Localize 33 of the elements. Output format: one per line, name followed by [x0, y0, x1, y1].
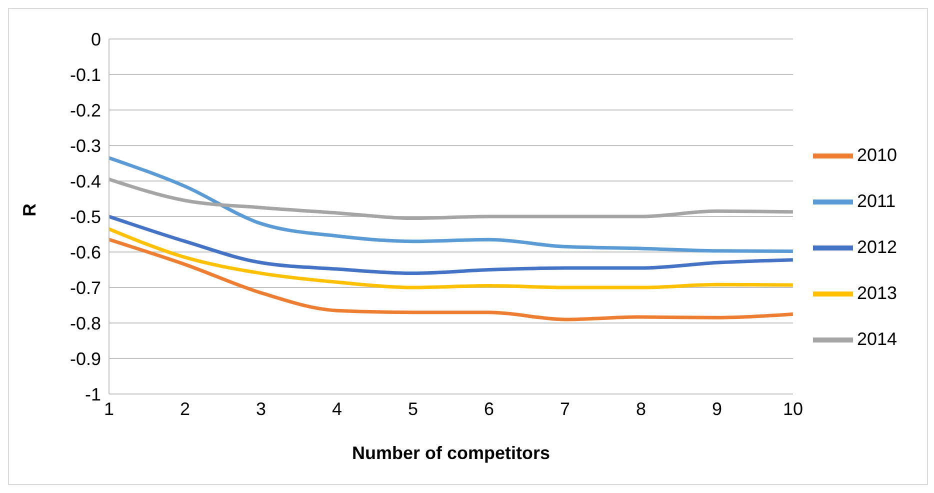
- x-tick-label: 7: [560, 398, 570, 419]
- legend-label: 2012: [856, 236, 897, 256]
- x-tick-label: 9: [712, 398, 722, 419]
- x-tick-label: 1: [104, 398, 114, 419]
- x-tick-label: 2: [180, 398, 190, 419]
- y-tick-label: -0.5: [70, 206, 101, 227]
- legend-label: 2010: [856, 144, 897, 164]
- legend-label: 2014: [856, 328, 897, 348]
- y-tick-label: -0.4: [70, 171, 101, 192]
- line-series: [109, 156, 793, 254]
- line-series: [109, 238, 793, 322]
- y-axis-title: R: [19, 204, 40, 216]
- x-tick-label: 4: [332, 398, 342, 419]
- y-tick-label: 0: [90, 29, 101, 50]
- y-tick-label: -0.7: [70, 278, 101, 298]
- y-tick-label: -0.9: [70, 348, 101, 369]
- x-tick-label: 5: [408, 398, 418, 419]
- y-tick-label: -0.6: [70, 242, 101, 262]
- y-tick-label: -0.8: [70, 313, 101, 334]
- y-tick-label: -1: [84, 384, 101, 404]
- y-tick-label: -0.2: [70, 100, 101, 120]
- line-series: [109, 227, 793, 290]
- x-axis-title: Number of competitors: [352, 443, 550, 463]
- x-tick-label: 3: [256, 398, 266, 419]
- line-series: [109, 177, 793, 220]
- x-tick-label: 10: [782, 398, 803, 419]
- y-tick-label: -0.3: [70, 136, 101, 156]
- y-tick-label: -0.1: [70, 64, 101, 85]
- line-series: [109, 214, 793, 276]
- legend-label: 2011: [856, 190, 896, 210]
- x-tick-label: 6: [484, 398, 494, 419]
- legend-label: 2013: [856, 282, 897, 302]
- x-tick-label: 8: [636, 398, 646, 419]
